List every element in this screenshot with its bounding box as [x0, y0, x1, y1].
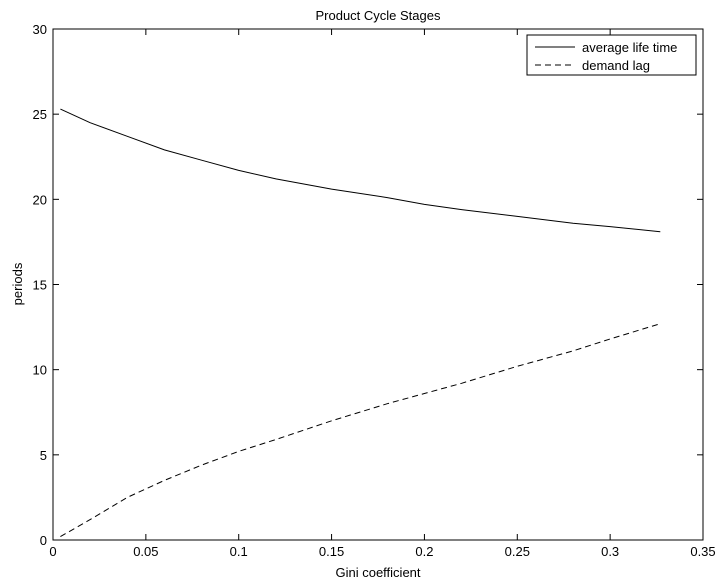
series-line-demand-lag	[60, 323, 661, 538]
legend-label-average-life-time: average life time	[582, 40, 677, 55]
x-tick-label: 0.25	[505, 544, 530, 559]
series-line-average-life-time	[60, 108, 661, 233]
x-tick-label: 0.15	[319, 544, 344, 559]
x-tick-label: 0.3	[601, 544, 619, 559]
y-tick-label: 10	[33, 363, 47, 378]
x-tick-label: 0.2	[415, 544, 433, 559]
x-tick-label: 0.1	[230, 544, 248, 559]
legend: average life time demand lag	[526, 34, 697, 76]
chart-title: Product Cycle Stages	[315, 8, 441, 23]
y-tick-label: 20	[33, 192, 47, 207]
y-tick-label: 0	[40, 533, 47, 548]
x-axis-label: Gini coefficient	[335, 565, 420, 580]
series-layer	[60, 108, 661, 538]
y-tick-label: 25	[33, 107, 47, 122]
plot-area	[52, 28, 704, 541]
legend-box	[526, 34, 697, 76]
y-tick-label: 5	[40, 448, 47, 463]
x-tick-label: 0	[49, 544, 56, 559]
legend-label-demand-lag: demand lag	[582, 58, 650, 73]
x-tick-label: 0.35	[690, 544, 715, 559]
y-tick-label: 15	[33, 278, 47, 293]
y-tick-label: 30	[33, 22, 47, 37]
x-tick-label: 0.05	[133, 544, 158, 559]
axis-ticks: 0 0.05 0.1 0.15 0.2 0.25 0.3 0.35 0 5 10 15 20 25 30	[33, 22, 716, 559]
y-axis-label: periods	[10, 262, 25, 305]
